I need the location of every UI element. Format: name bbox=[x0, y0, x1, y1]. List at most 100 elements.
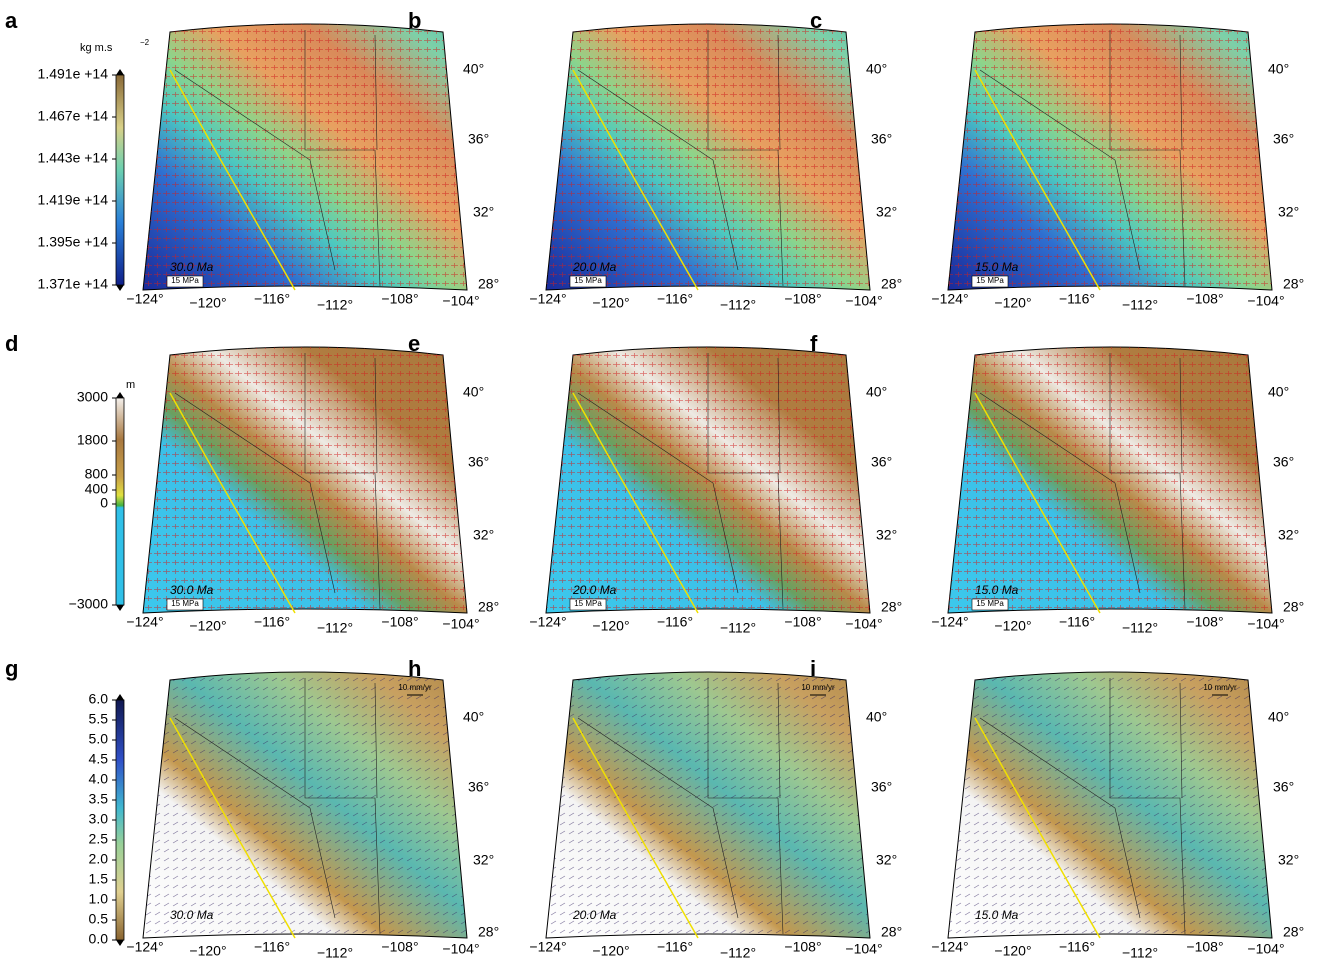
latitude-label: 36° bbox=[871, 454, 892, 470]
longitude-label: −116° bbox=[1059, 939, 1095, 955]
panel-letter: b bbox=[408, 8, 421, 33]
latitude-label: 36° bbox=[871, 131, 892, 147]
panel-letter: e bbox=[408, 331, 420, 356]
latitude-label: 40° bbox=[463, 384, 484, 400]
longitude-label: −124° bbox=[126, 939, 163, 955]
latitude-label: 32° bbox=[876, 852, 897, 868]
latitude-label: 28° bbox=[881, 599, 902, 615]
panel-letter: c bbox=[810, 8, 822, 33]
longitude-label: −124° bbox=[931, 614, 968, 630]
colorbar-unit-sup: −2 bbox=[140, 38, 150, 47]
longitude-label: −108° bbox=[784, 291, 821, 307]
longitude-label: −120° bbox=[994, 295, 1031, 311]
scale-label: 15 MPa bbox=[171, 599, 199, 608]
latitude-label: 40° bbox=[866, 709, 887, 725]
figure: a30.0 Ma15 MPa−124°−120°−116°−112°−108°−… bbox=[0, 0, 1333, 971]
longitude-label: −108° bbox=[381, 614, 418, 630]
latitude-label: 28° bbox=[881, 924, 902, 940]
latitude-label: 32° bbox=[473, 527, 494, 543]
longitude-label: −124° bbox=[529, 291, 566, 307]
longitude-label: −104° bbox=[442, 616, 479, 632]
latitude-label: 28° bbox=[478, 924, 499, 940]
longitude-label: −112° bbox=[317, 297, 353, 313]
scale-label: 15 MPa bbox=[976, 276, 1004, 285]
latitude-label: 32° bbox=[473, 204, 494, 220]
longitude-label: −120° bbox=[592, 943, 629, 959]
colorbar-label: 1800 bbox=[77, 432, 108, 448]
longitude-label: −104° bbox=[1247, 941, 1284, 957]
longitude-label: −104° bbox=[845, 941, 882, 957]
longitude-label: −104° bbox=[1247, 616, 1284, 632]
longitude-label: −120° bbox=[592, 618, 629, 634]
colorbar-label: 1.5 bbox=[89, 871, 109, 887]
scale-label: 10 mm/yr bbox=[801, 683, 835, 692]
longitude-label: −116° bbox=[254, 614, 290, 630]
scale-label: 15 MPa bbox=[171, 276, 199, 285]
longitude-label: −112° bbox=[1122, 945, 1158, 961]
panel-letter: i bbox=[810, 656, 816, 681]
colorbar-label: 0.0 bbox=[89, 931, 109, 947]
longitude-label: −120° bbox=[592, 295, 629, 311]
longitude-label: −116° bbox=[254, 939, 290, 955]
colorbar-label: 5.5 bbox=[89, 711, 109, 727]
latitude-label: 32° bbox=[876, 204, 897, 220]
latitude-label: 28° bbox=[478, 599, 499, 615]
latitude-label: 36° bbox=[468, 131, 489, 147]
latitude-label: 36° bbox=[1273, 131, 1294, 147]
panel-letter: d bbox=[5, 331, 18, 356]
colorbar-label: 6.0 bbox=[89, 691, 109, 707]
scale-label: 15 MPa bbox=[574, 276, 602, 285]
longitude-label: −124° bbox=[529, 614, 566, 630]
latitude-label: 40° bbox=[463, 61, 484, 77]
longitude-label: −116° bbox=[254, 291, 290, 307]
latitude-label: 36° bbox=[1273, 779, 1294, 795]
longitude-label: −112° bbox=[1122, 297, 1158, 313]
colorbar-label: 2.0 bbox=[89, 851, 109, 867]
longitude-label: −120° bbox=[189, 943, 226, 959]
latitude-label: 28° bbox=[1283, 924, 1304, 940]
longitude-label: −104° bbox=[442, 293, 479, 309]
longitude-label: −124° bbox=[126, 291, 163, 307]
longitude-label: −120° bbox=[189, 295, 226, 311]
panel-letter: h bbox=[408, 656, 421, 681]
age-label: 20.0 Ma bbox=[572, 260, 617, 274]
colorbar-label: 800 bbox=[85, 466, 109, 482]
longitude-label: −120° bbox=[994, 943, 1031, 959]
colorbar bbox=[116, 700, 124, 940]
colorbar-label: 2.5 bbox=[89, 831, 109, 847]
latitude-label: 36° bbox=[468, 779, 489, 795]
colorbar-label: 4.0 bbox=[89, 771, 109, 787]
age-label: 20.0 Ma bbox=[572, 583, 617, 597]
longitude-label: −120° bbox=[189, 618, 226, 634]
latitude-label: 32° bbox=[1278, 527, 1299, 543]
colorbar bbox=[116, 75, 124, 285]
latitude-label: 28° bbox=[881, 276, 902, 292]
longitude-label: −124° bbox=[931, 291, 968, 307]
age-label: 30.0 Ma bbox=[170, 908, 214, 922]
longitude-label: −112° bbox=[720, 620, 756, 636]
colorbar-label: 3.0 bbox=[89, 811, 109, 827]
scale-label: 10 mm/yr bbox=[398, 683, 432, 692]
age-label: 15.0 Ma bbox=[975, 583, 1019, 597]
longitude-label: −104° bbox=[1247, 293, 1284, 309]
age-label: 30.0 Ma bbox=[170, 260, 214, 274]
latitude-label: 40° bbox=[1268, 61, 1289, 77]
latitude-label: 40° bbox=[1268, 709, 1289, 725]
longitude-label: −116° bbox=[1059, 291, 1095, 307]
colorbar-label: 1.491e +14 bbox=[38, 66, 109, 82]
latitude-label: 32° bbox=[473, 852, 494, 868]
age-label: 30.0 Ma bbox=[170, 583, 214, 597]
colorbar-label: 5.0 bbox=[89, 731, 109, 747]
longitude-label: −112° bbox=[720, 297, 756, 313]
latitude-label: 32° bbox=[876, 527, 897, 543]
latitude-label: 40° bbox=[463, 709, 484, 725]
colorbar-label: 0.5 bbox=[89, 911, 109, 927]
longitude-label: −112° bbox=[317, 945, 353, 961]
age-label: 15.0 Ma bbox=[975, 260, 1019, 274]
longitude-label: −108° bbox=[1186, 291, 1223, 307]
longitude-label: −108° bbox=[381, 291, 418, 307]
longitude-label: −104° bbox=[845, 293, 882, 309]
colorbar-label: 1.467e +14 bbox=[38, 108, 109, 124]
scale-label: 15 MPa bbox=[976, 599, 1004, 608]
latitude-label: 32° bbox=[1278, 852, 1299, 868]
